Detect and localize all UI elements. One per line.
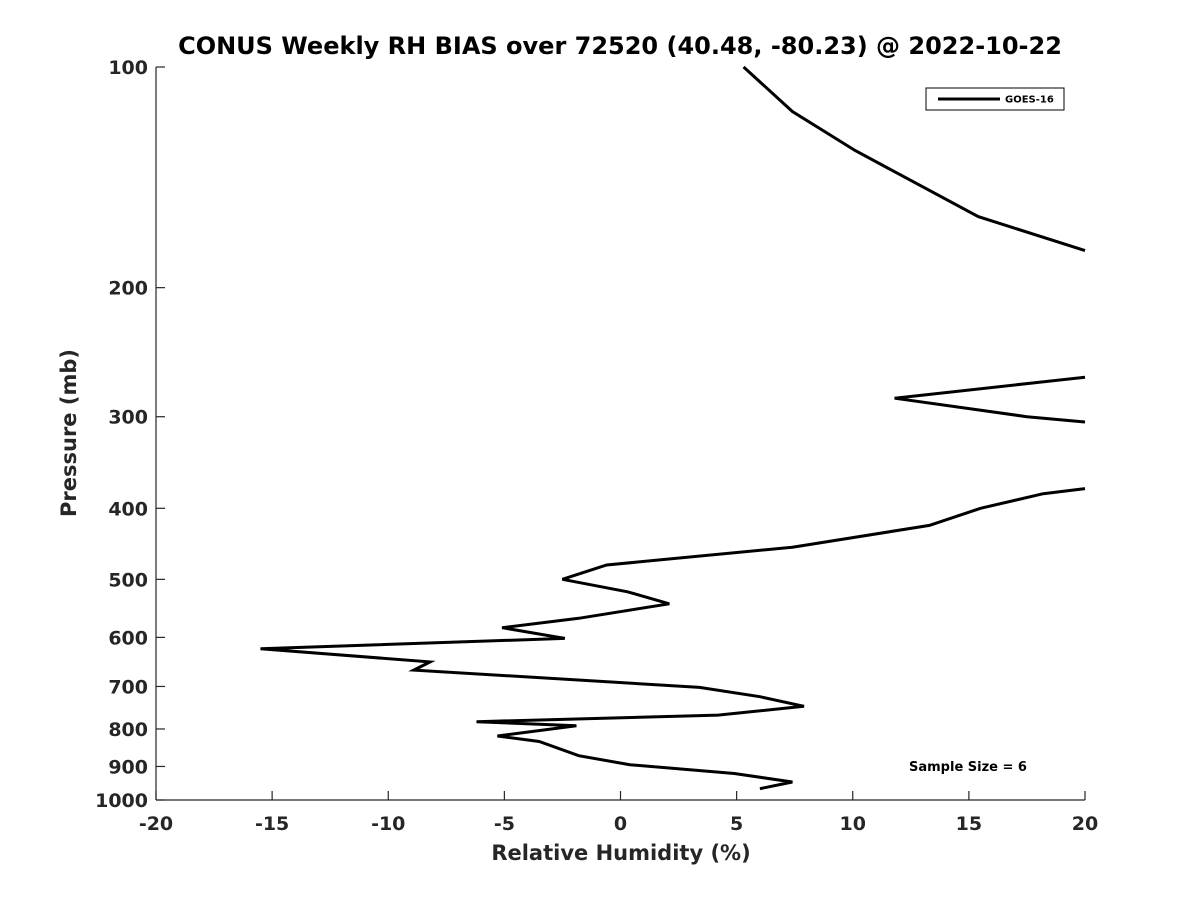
- x-tick-label: 10: [840, 813, 866, 835]
- y-tick-label: 900: [108, 756, 148, 778]
- sample-size-annotation: Sample Size = 6: [909, 760, 1027, 775]
- series-line-goes-16: [260, 487, 1086, 791]
- y-tick-label: 500: [108, 569, 148, 591]
- x-tick-label: -10: [371, 813, 405, 835]
- y-axis-label: Pressure (mb): [57, 349, 81, 517]
- y-tick-label: 600: [108, 627, 148, 649]
- x-tick-label: -20: [139, 813, 173, 835]
- y-tick-label: 800: [108, 719, 148, 741]
- y-tick-label: 100: [108, 57, 148, 79]
- y-tick-label: 1000: [95, 790, 148, 812]
- axes: -20 -15 -10 -5 0 5 10 15 20 100 200 300 400 500 600 700…: [95, 57, 1098, 835]
- y-tick-label: 700: [108, 676, 148, 698]
- x-tick-label: 0: [614, 813, 627, 835]
- y-tick-label: 200: [108, 278, 148, 300]
- series-line-goes-16: [742, 65, 1086, 253]
- x-axis-label: Relative Humidity (%): [491, 841, 750, 865]
- x-tick-label: 20: [1072, 813, 1098, 835]
- series-line-goes-16: [894, 375, 1086, 424]
- x-tick-label: 15: [956, 813, 982, 835]
- x-tick-label: 5: [730, 813, 743, 835]
- x-tick-label: -15: [255, 813, 289, 835]
- y-tick-label: 400: [108, 498, 148, 520]
- y-tick-label: 300: [108, 407, 148, 429]
- x-tick-label: -5: [494, 813, 515, 835]
- legend-label-goes-16: GOES-16: [1005, 95, 1054, 106]
- plot-area: [260, 65, 1086, 791]
- legend: GOES-16: [925, 87, 1065, 111]
- chart-title: CONUS Weekly RH BIAS over 72520 (40.48, …: [178, 32, 1062, 60]
